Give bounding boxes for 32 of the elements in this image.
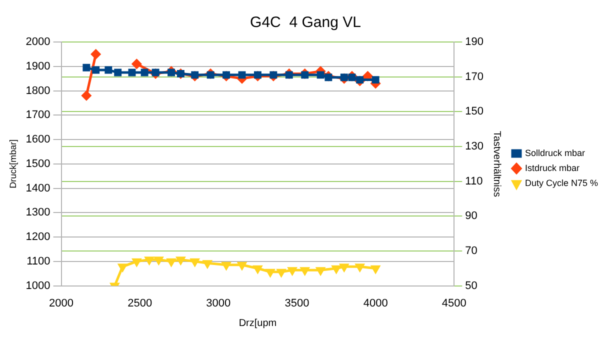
y-tick-label: 1900 bbox=[26, 60, 50, 72]
y-tick-label: 1800 bbox=[26, 84, 50, 97]
x-tick-label: 4000 bbox=[363, 297, 388, 310]
y2-tick-label: 110 bbox=[465, 175, 483, 188]
y-axis-title: Druck[mbar] bbox=[8, 139, 18, 188]
x-tick-label: 2500 bbox=[128, 297, 152, 310]
y2-tick-label: 90 bbox=[465, 210, 478, 222]
y-tick-label: 1500 bbox=[26, 158, 50, 170]
y-tick-label: 1000 bbox=[26, 280, 50, 292]
y-tick-label: 1600 bbox=[26, 134, 50, 146]
y2-axis-title: Tastverhältniss bbox=[490, 130, 502, 197]
y2-tick-label: 170 bbox=[465, 70, 484, 83]
legend-label: Istdruck mbar bbox=[525, 162, 580, 173]
legend-label: Duty Cycle N75 % bbox=[525, 178, 598, 188]
y2-tick-label: 70 bbox=[465, 245, 478, 258]
x-axis-title: Drz[upm bbox=[238, 318, 277, 329]
y2-tick-label: 190 bbox=[465, 36, 484, 48]
y-tick-label: 1700 bbox=[26, 109, 50, 122]
y2-tick-label: 130 bbox=[465, 140, 484, 153]
legend-label: Solldruck mbar bbox=[525, 148, 586, 158]
x-tick-label: 3500 bbox=[284, 297, 310, 310]
x-tick-label: 3000 bbox=[206, 297, 231, 310]
y2-tick-label: 150 bbox=[465, 106, 484, 118]
y-tick-label: 1300 bbox=[26, 206, 50, 219]
y-tick-label: 1200 bbox=[26, 231, 50, 244]
y-tick-label: 1400 bbox=[26, 182, 50, 194]
y2-tick-label: 50 bbox=[465, 280, 478, 292]
chart-title: G4C 4 Gang VL bbox=[250, 14, 361, 32]
y-tick-label: 1100 bbox=[26, 255, 50, 268]
x-tick-label: 4500 bbox=[442, 297, 466, 310]
x-tick-label: 2000 bbox=[49, 297, 74, 310]
y-tick-label: 2000 bbox=[26, 36, 50, 48]
